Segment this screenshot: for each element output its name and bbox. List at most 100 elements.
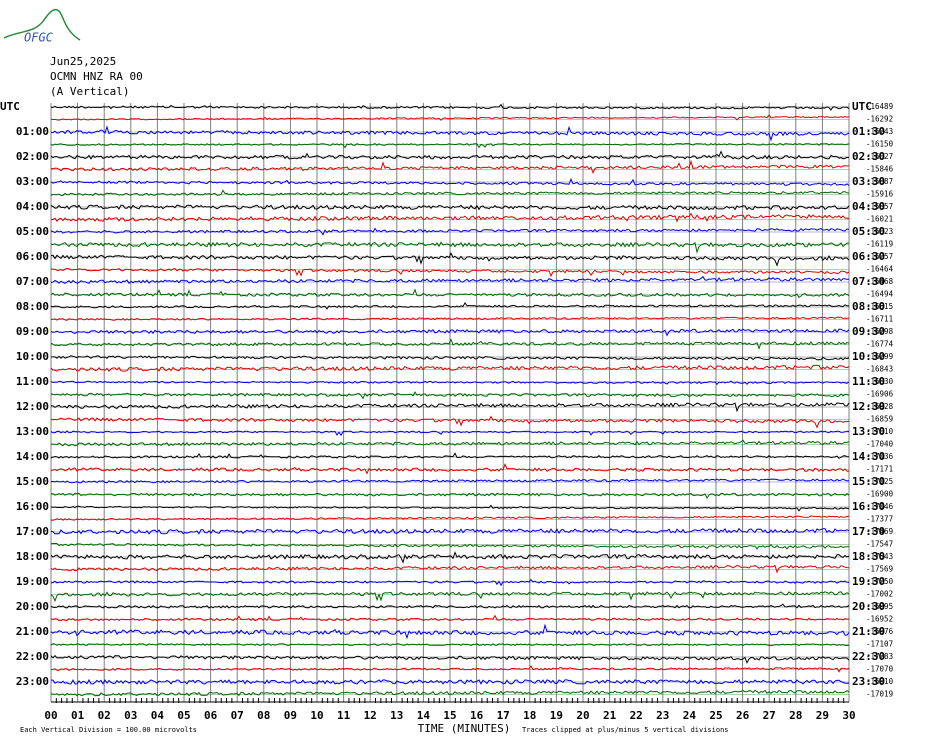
station: OCMN HNZ RA 00 (50, 70, 143, 83)
trace-value: -16615 (866, 302, 893, 311)
trace-value: -17136 (866, 452, 894, 461)
trace-value: -16711 (866, 315, 893, 324)
left-time-label: 22:00 (16, 650, 49, 663)
trace-value: -16023 (866, 227, 893, 236)
trace (50, 603, 850, 609)
left-time-label: 05:00 (16, 225, 49, 238)
trace (50, 338, 850, 350)
right-time-label: 14:30 (852, 450, 885, 463)
trace-value: -17107 (866, 640, 893, 649)
component: (A Vertical) (50, 85, 129, 98)
x-tick-label: 03 (124, 709, 137, 722)
x-title: TIME (MINUTES) (418, 722, 511, 735)
left-time-label: 15:00 (16, 475, 49, 488)
x-tick-label: 17 (497, 709, 510, 722)
trace (50, 527, 850, 535)
left-time-label: 13:00 (16, 425, 49, 438)
trace-value: -16799 (866, 352, 893, 361)
trace (51, 515, 850, 521)
left-time-label: 03:00 (16, 175, 49, 188)
trace-value: -15846 (866, 165, 894, 174)
trace-value: -16910 (866, 677, 894, 686)
x-tick-label: 22 (630, 709, 643, 722)
x-tick-label: 26 (736, 709, 750, 722)
right-time-label: 06:30 (852, 250, 885, 263)
trace (50, 267, 850, 278)
trace-value: -17010 (866, 427, 894, 436)
x-tick-label: 06 (204, 709, 218, 722)
clip-note: Traces clipped at plus/minus 5 vertical … (522, 726, 729, 734)
trace (50, 542, 850, 550)
trace-value: -16928 (866, 402, 894, 411)
trace (50, 654, 850, 664)
trace (50, 103, 850, 111)
trace-value: -17250 (866, 577, 894, 586)
date: Jun25,2025 (50, 55, 116, 68)
x-tick-label: 05 (177, 709, 190, 722)
right-time-label: 10:30 (852, 350, 885, 363)
right-time-label: 17:30 (852, 525, 885, 538)
right-time-label: 08:30 (852, 300, 885, 313)
right-time-label: 18:30 (852, 550, 885, 563)
left-time-label: 18:00 (16, 550, 49, 563)
trace (50, 275, 850, 285)
left-time-label: 19:00 (16, 575, 49, 588)
x-tick-label: 13 (390, 709, 403, 722)
trace (50, 665, 850, 673)
x-tick-label: 23 (656, 709, 669, 722)
left-time-label: 06:00 (16, 250, 49, 263)
trace-value: -16900 (866, 490, 894, 499)
trace-value: -17543 (866, 552, 893, 561)
trace (50, 227, 850, 236)
right-time-label: 09:30 (852, 325, 885, 338)
trace (50, 643, 850, 647)
trace-value: -16976 (866, 627, 894, 636)
trace-value: -15916 (866, 190, 894, 199)
scale-note: Each Vertical Division = 100.00 microvol… (20, 726, 197, 734)
x-tick-label: 12 (364, 709, 377, 722)
trace-value: -16027 (866, 152, 893, 161)
trace-value: -17469 (866, 527, 893, 536)
trace-value: -17070 (866, 665, 894, 674)
trace (50, 623, 850, 640)
right-time-label: 04:30 (852, 200, 885, 213)
right-time-label: 02:30 (852, 150, 885, 163)
trace-value: -16489 (866, 102, 893, 111)
right-time-label: 22:30 (852, 650, 885, 663)
trace-value: -16952 (866, 615, 893, 624)
x-tick-label: 25 (709, 709, 722, 722)
left-time-label: 16:00 (16, 500, 49, 513)
trace-value: -16774 (866, 340, 894, 349)
trace-value: -16464 (866, 265, 894, 274)
trace-value: -15857 (866, 202, 893, 211)
trace (50, 380, 850, 386)
trace (50, 614, 850, 622)
logo-text: OFGC (24, 31, 54, 45)
trace (50, 301, 850, 310)
x-tick-label: 08 (257, 709, 270, 722)
trace (50, 177, 850, 186)
left-time-label: 01:00 (16, 125, 49, 138)
trace (50, 189, 850, 197)
right-time-label: 20:30 (852, 600, 885, 613)
trace (50, 452, 850, 459)
x-tick-label: 28 (789, 709, 802, 722)
right-time-label: 03:30 (852, 175, 885, 188)
trace-value: -16150 (866, 140, 894, 149)
right-time-label: 07:30 (852, 275, 885, 288)
trace (50, 252, 850, 267)
trace-value: -16021 (866, 215, 893, 224)
left-time-label: 11:00 (16, 375, 49, 388)
trace (50, 316, 850, 321)
trace (51, 478, 850, 484)
left-time-label: 10:00 (16, 350, 49, 363)
left-time-label: 14:00 (16, 450, 49, 463)
trace (50, 143, 850, 149)
trace (50, 504, 850, 512)
trace-value: -16243 (866, 127, 893, 136)
x-tick-label: 09 (284, 709, 297, 722)
trace (50, 212, 850, 223)
left-time-label: 04:00 (16, 200, 49, 213)
right-time-label: 23:30 (852, 675, 885, 688)
trace-value: -16859 (866, 415, 893, 424)
